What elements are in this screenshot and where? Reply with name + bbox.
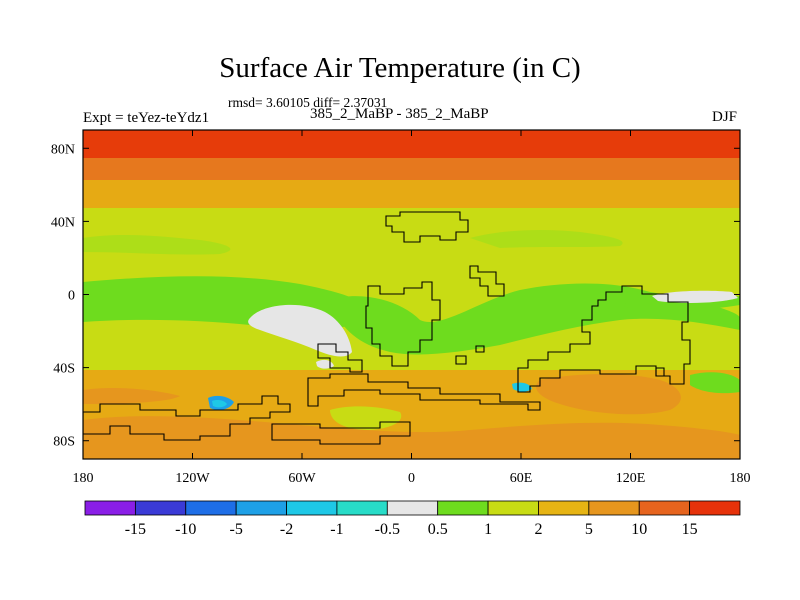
colorbar-swatch: [538, 500, 590, 516]
colorbar-label: -10: [175, 521, 196, 538]
continent-outline-islands: [455, 345, 485, 365]
near-zero-region: [652, 290, 738, 303]
colorbar-label: 15: [682, 521, 698, 538]
green-region: [470, 230, 623, 248]
colorbar-label: 5: [585, 521, 593, 538]
colorbar-swatch: [235, 500, 287, 516]
colorbar-swatch: [386, 500, 439, 516]
lat-tick-label: 80N: [51, 142, 75, 157]
green-region: [83, 234, 231, 255]
colorbar-label: -2: [280, 521, 293, 538]
map-axes: 180 120W 60W 0 60E 120E 180 80N 40N 0 40S 80S: [51, 130, 751, 486]
lon-tick-label: 180: [73, 471, 94, 486]
colorbar-swatch: [134, 500, 187, 516]
near-zero-region: [212, 400, 227, 408]
band-north-high: [83, 158, 740, 180]
colorbar-label: 1: [484, 521, 492, 538]
colorbar-label: 0.5: [428, 521, 448, 538]
band-north-mid: [83, 180, 740, 208]
colorbar-swatch: [437, 500, 489, 516]
colorbar-label: -15: [125, 521, 146, 538]
season-label: DJF: [712, 109, 738, 125]
orange-region: [83, 388, 180, 404]
colorbar-swatch: [185, 500, 237, 516]
lon-tick-label: 60E: [510, 471, 533, 486]
green-region: [690, 372, 740, 394]
colorbar-label: -5: [229, 521, 242, 538]
continent-outline-southeast: [655, 367, 665, 377]
lon-tick-label: 120E: [616, 471, 646, 486]
continent-outline-east: [517, 285, 691, 393]
continent-outline-northeast: [469, 265, 505, 297]
lon-tick-label: 60W: [288, 471, 316, 486]
lat-tick-label: 40N: [51, 215, 75, 230]
lat-tick-label: 0: [68, 289, 75, 304]
colorbar-swatch: [286, 500, 338, 516]
colorbar-swatch: [84, 500, 136, 516]
colorbar-swatch: [689, 500, 741, 516]
orange-region: [536, 374, 681, 415]
lon-tick-label: 180: [730, 471, 751, 486]
lat-tick-label: 40S: [53, 362, 75, 377]
continent-outlines: [83, 211, 691, 445]
colorbar-swatch: [487, 500, 539, 516]
map-title: Surface Air Temperature (in C): [219, 52, 581, 84]
near-zero-region: [512, 382, 532, 392]
colorbar-label: 2: [534, 521, 542, 538]
colorbar-label: -1: [330, 521, 343, 538]
colorbar-swatch: [588, 500, 640, 516]
colorbar-swatch: [336, 500, 388, 516]
colorbar: -15 -10 -5 -2 -1 -0.5 0.5 1 2 5 10 15: [84, 500, 741, 538]
orange-region: [83, 416, 740, 459]
lon-tick-label: 120W: [175, 471, 210, 486]
continent-outline-southwest: [83, 395, 291, 441]
continent-outline-south-inner: [271, 421, 411, 445]
continent-outline-south-central: [307, 373, 541, 411]
green-region: [330, 406, 402, 430]
colorbar-swatch: [638, 500, 691, 516]
subtitle: 385_2_MaBP - 385_2_MaBP: [310, 106, 489, 122]
lon-tick-label: 0: [408, 471, 415, 486]
continent-outline-central-west: [317, 343, 363, 373]
continent-outline-central: [365, 281, 441, 367]
stats-line: rmsd= 3.60105 diff= 2.37031: [228, 95, 388, 110]
lat-tick-label: 80S: [53, 435, 75, 450]
colorbar-label: 10: [631, 521, 647, 538]
experiment-label: Expt = teYez-teYdz1: [83, 110, 210, 126]
colorbar-label: -0.5: [375, 521, 400, 538]
continent-outline-north: [385, 211, 469, 243]
